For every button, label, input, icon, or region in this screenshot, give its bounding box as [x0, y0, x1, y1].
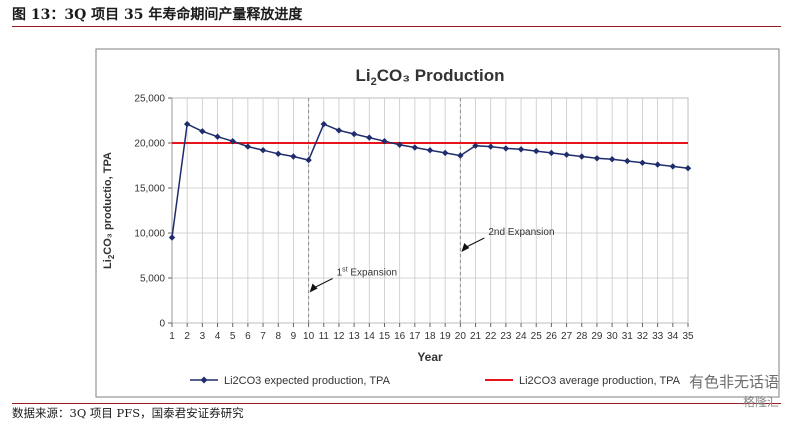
- y-tick-label: 0: [159, 319, 165, 330]
- x-tick-label: 7: [260, 331, 266, 342]
- data-point: [259, 147, 267, 154]
- data-point: [229, 138, 236, 145]
- data-point: [669, 163, 677, 170]
- data-point: [168, 234, 176, 241]
- source-rule: [12, 403, 781, 404]
- x-tick-label: 20: [455, 331, 467, 342]
- x-tick-label: 4: [215, 331, 221, 342]
- data-point: [381, 138, 388, 145]
- data-point: [366, 134, 373, 141]
- y-tick-label: 10,000: [134, 229, 165, 240]
- x-tick-label: 33: [652, 331, 664, 342]
- y-tick-label: 20,000: [134, 139, 165, 150]
- x-tick-label: 18: [424, 331, 436, 342]
- watermark-line2: 格隆汇: [742, 395, 779, 409]
- x-tick-label: 16: [394, 331, 406, 342]
- y-tick-label: 15,000: [134, 184, 165, 195]
- x-tick-label: 13: [349, 331, 361, 342]
- x-tick-label: 17: [409, 331, 421, 342]
- data-point: [517, 146, 525, 153]
- x-tick-label: 23: [500, 331, 512, 342]
- data-point: [183, 120, 191, 128]
- x-tick-label: 30: [607, 331, 619, 342]
- y-tick-label: 5,000: [140, 274, 165, 285]
- watermark-line1: 有色非无话语: [688, 373, 779, 391]
- data-point: [320, 120, 327, 128]
- legend-label-expected: Li2CO3 expected production, TPA: [224, 375, 391, 387]
- data-point: [639, 159, 646, 166]
- x-tick-label: 21: [470, 331, 482, 342]
- x-tick-label: 22: [485, 331, 497, 342]
- data-point: [502, 145, 510, 152]
- x-tick-label: 29: [591, 331, 603, 342]
- x-tick-label: 35: [682, 331, 694, 342]
- x-tick-label: 19: [440, 331, 452, 342]
- x-tick-label: 24: [515, 331, 527, 342]
- data-point: [244, 143, 252, 150]
- annotation-arrow-line: [466, 237, 485, 248]
- data-point: [472, 142, 479, 149]
- x-tick-label: 11: [319, 331, 330, 342]
- x-tick-label: 3: [200, 331, 206, 342]
- data-point: [214, 133, 221, 140]
- data-point: [199, 128, 206, 135]
- source-note: 数据来源：3Q 项目 PFS，国泰君安证券研究: [12, 406, 244, 420]
- data-point: [593, 155, 601, 162]
- x-tick-label: 12: [333, 331, 345, 342]
- annotation-label: 2nd Expansion: [488, 227, 554, 238]
- x-tick-label: 10: [303, 331, 315, 342]
- data-point: [335, 127, 343, 134]
- x-tick-label: 26: [546, 331, 558, 342]
- x-tick-label: 28: [576, 331, 588, 342]
- y-tick-label: 25,000: [134, 94, 165, 105]
- data-point: [426, 147, 434, 154]
- data-point: [563, 151, 570, 158]
- annotation-arrowhead: [309, 283, 318, 293]
- x-tick-label: 27: [561, 331, 573, 342]
- annotation-label: 1st Expansion: [337, 267, 398, 279]
- figure-title: 图 13：3Q 项目 35 年寿命期间产量释放进度: [12, 7, 303, 23]
- x-tick-label: 34: [667, 331, 679, 342]
- chart-title: Li2CO₃ Production: [355, 66, 504, 88]
- data-point: [608, 156, 616, 163]
- data-point: [305, 156, 312, 164]
- chart-panel: Li2CO₃ Production 0 5,000 10,000 15,000 20,00…: [95, 48, 780, 398]
- data-point: [457, 152, 464, 159]
- x-tick-label: 14: [364, 331, 376, 342]
- data-point: [684, 165, 692, 172]
- legend-label-average: Li2CO3 average production, TPA: [519, 375, 681, 387]
- x-tick-label: 9: [291, 331, 297, 342]
- chart-frame: [95, 48, 780, 398]
- title-rule: [12, 26, 781, 27]
- x-tick-label: 31: [622, 331, 634, 342]
- annotation-arrow-line: [314, 278, 333, 288]
- x-axis-label: Year: [417, 350, 443, 364]
- data-point: [441, 149, 449, 157]
- data-point: [290, 153, 297, 160]
- annotation-arrowhead: [461, 243, 470, 252]
- x-tick-label: 15: [379, 331, 391, 342]
- watermark: 有色非无话语 格隆汇: [689, 372, 779, 412]
- chart-svg: Li2CO₃ Production 0 5,000 10,000 15,000 20,00…: [95, 48, 780, 398]
- data-point: [654, 161, 661, 168]
- x-tick-label: 5: [230, 331, 236, 342]
- x-tick-label: 25: [531, 331, 543, 342]
- x-tick-label: 32: [637, 331, 649, 342]
- x-tick-label: 8: [275, 331, 281, 342]
- data-point: [548, 149, 555, 157]
- x-tick-label: 2: [184, 331, 190, 342]
- x-tick-label: 6: [245, 331, 251, 342]
- y-axis-label: Li2CO₃ productio, TPA: [102, 152, 116, 269]
- x-tick-label: 1: [169, 331, 175, 342]
- data-point: [487, 143, 494, 150]
- data-point: [624, 157, 631, 165]
- legend-marker-expected: [200, 376, 208, 384]
- data-point: [396, 141, 403, 148]
- data-point: [275, 150, 282, 157]
